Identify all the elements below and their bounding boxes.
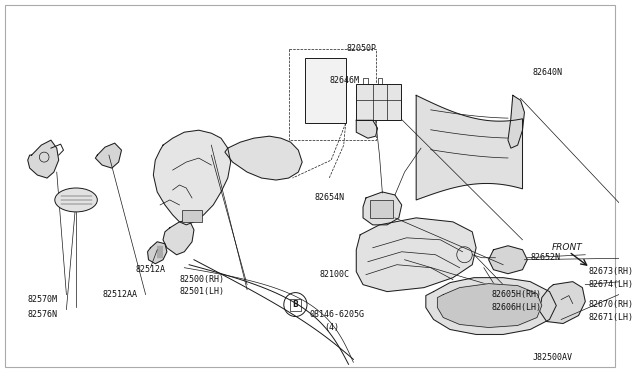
- Text: 82671(LH): 82671(LH): [588, 313, 633, 322]
- Text: (4): (4): [324, 323, 339, 332]
- Polygon shape: [363, 192, 402, 225]
- Text: 82652N: 82652N: [530, 253, 560, 262]
- Text: 82100C: 82100C: [319, 270, 349, 279]
- Text: 82576N: 82576N: [28, 310, 58, 319]
- Text: 82670(RH): 82670(RH): [588, 300, 633, 309]
- Text: 82654N: 82654N: [315, 193, 345, 202]
- Bar: [290, 299, 301, 311]
- Text: 08146-6205G: 08146-6205G: [310, 310, 365, 319]
- Text: 82512A: 82512A: [136, 265, 166, 274]
- Polygon shape: [426, 278, 556, 334]
- Polygon shape: [540, 282, 586, 324]
- Text: 82570M: 82570M: [28, 295, 58, 304]
- Text: B: B: [292, 300, 298, 309]
- Polygon shape: [28, 140, 59, 178]
- Polygon shape: [356, 218, 476, 292]
- Text: 82606H(LH): 82606H(LH): [492, 303, 541, 312]
- Polygon shape: [225, 136, 302, 180]
- Ellipse shape: [55, 188, 97, 212]
- Text: FRONT: FRONT: [552, 243, 582, 252]
- Text: 82605H(RH): 82605H(RH): [492, 290, 541, 299]
- Text: 82674(LH): 82674(LH): [588, 280, 633, 289]
- Text: 82673(RH): 82673(RH): [588, 267, 633, 276]
- Bar: [356, 84, 401, 120]
- Bar: [370, 200, 393, 218]
- Bar: [182, 210, 202, 222]
- Text: 82501(LH): 82501(LH): [179, 287, 225, 296]
- Polygon shape: [148, 242, 167, 264]
- Polygon shape: [95, 143, 122, 168]
- Polygon shape: [438, 283, 542, 327]
- Polygon shape: [154, 130, 230, 225]
- Bar: [305, 58, 346, 123]
- Polygon shape: [356, 120, 378, 138]
- Polygon shape: [163, 220, 194, 255]
- Text: 82500(RH): 82500(RH): [179, 275, 225, 284]
- Text: 82050P: 82050P: [347, 44, 376, 53]
- Text: 82646M: 82646M: [329, 76, 359, 85]
- Polygon shape: [508, 95, 524, 148]
- Polygon shape: [416, 95, 522, 200]
- Text: 82640N: 82640N: [532, 68, 562, 77]
- Polygon shape: [489, 246, 527, 274]
- Text: 82512AA: 82512AA: [102, 290, 137, 299]
- Text: J82500AV: J82500AV: [532, 353, 572, 362]
